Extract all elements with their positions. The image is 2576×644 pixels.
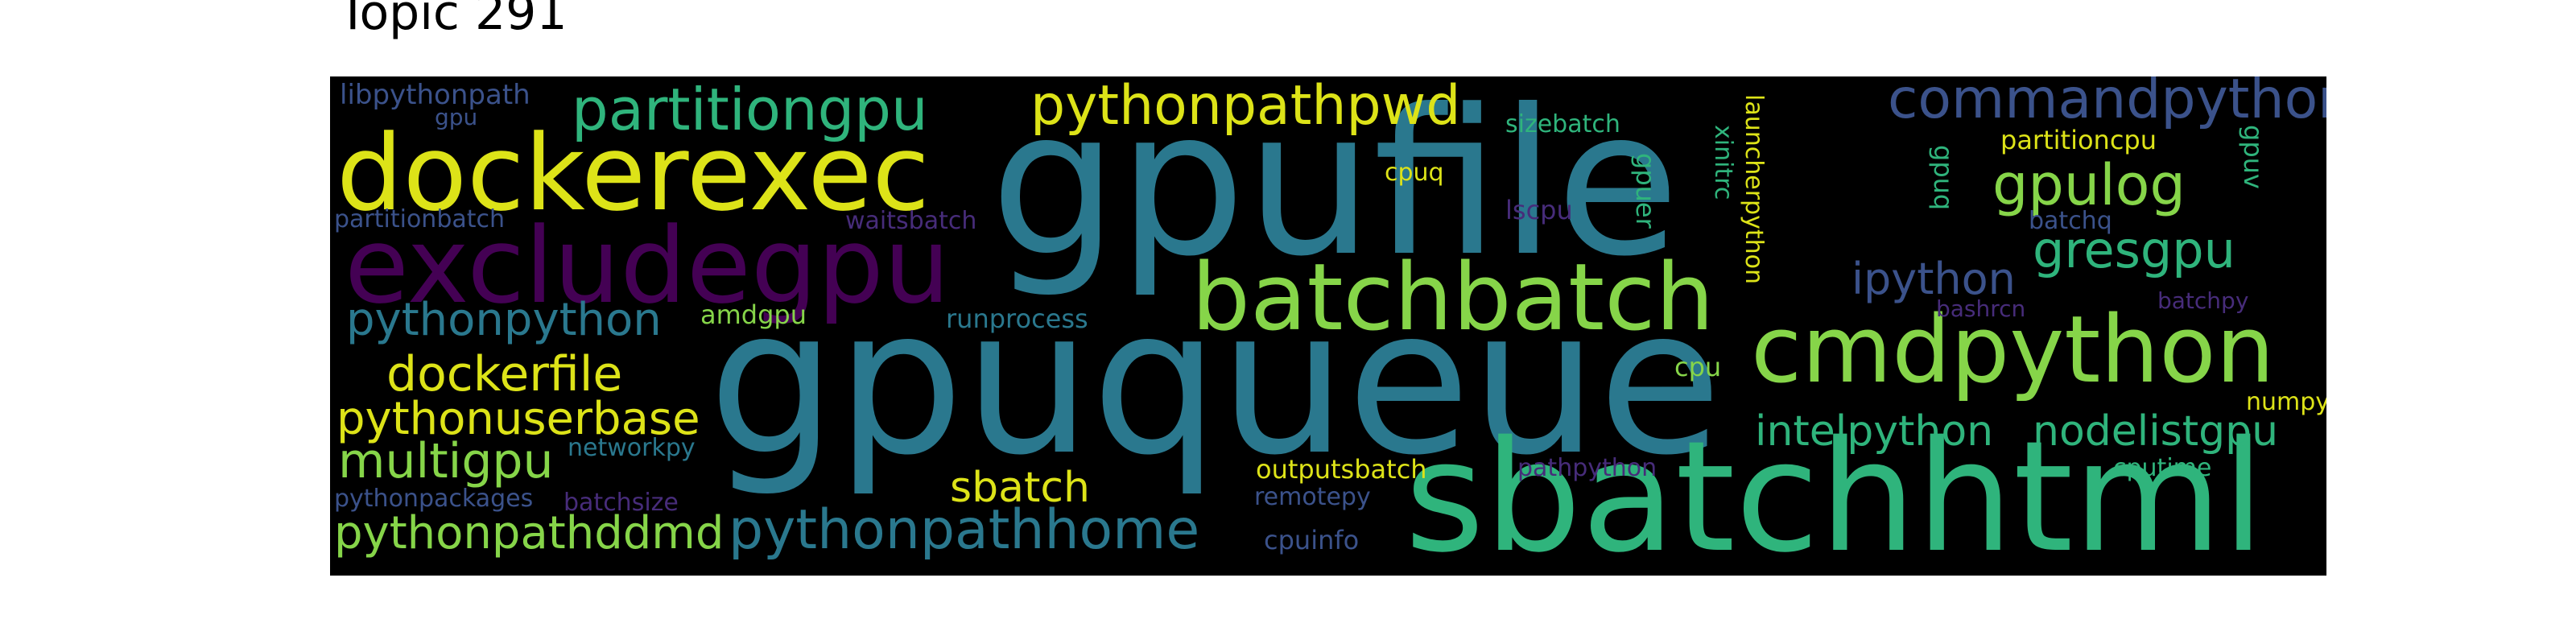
word-commandpython: commandpython (1888, 76, 2326, 131)
word-partitiongpu: partitiongpu (572, 76, 928, 143)
word-outputsbatch: outputsbatch (1256, 454, 1427, 485)
word-batchq: batchq (2029, 207, 2112, 235)
word-cputime: cputime (2113, 454, 2212, 482)
word-pythonuserbase: pythonuserbase (336, 393, 700, 445)
word-xinitrc: xinitrc (1709, 125, 1737, 200)
word-pythonpython: pythonpython (346, 294, 662, 346)
word-cmdpython: cmdpython (1751, 296, 2275, 404)
word-cloud: gpufile gpuqueue sbatchhtml dockerexec e… (330, 76, 2326, 576)
word-waitsbatch: waitsbatch (845, 207, 977, 235)
word-pathpython: pathpython (1517, 454, 1657, 482)
word-partitionbatch: partitionbatch (334, 205, 506, 233)
word-partitioncpu: partitioncpu (2000, 125, 2157, 155)
word-intelpython: intelpython (1755, 407, 1994, 456)
word-cpuq: cpuq (1385, 159, 1444, 187)
word-cpuinfo: cpuinfo (1264, 525, 1360, 555)
word-pythonpathpwd: pythonpathpwd (1030, 76, 1461, 138)
word-runprocess: runprocess (946, 303, 1088, 334)
word-sizebatch: sizebatch (1505, 110, 1620, 138)
word-libpythonpath: libpythonpath (340, 79, 530, 111)
word-cpu: cpu (1674, 352, 1722, 382)
word-gpuqueue: gpuqueue (708, 265, 1723, 499)
word-gpulog: gpulog (1992, 152, 2186, 218)
word-gpuv: gpuv (2238, 125, 2268, 189)
word-multigpu: multigpu (338, 433, 554, 489)
word-nodelistgpu: nodelistgpu (2033, 407, 2279, 456)
page-title: Topic 291 (338, 0, 568, 41)
word-remotepy: remotepy (1254, 483, 1371, 511)
word-dockerfile: dockerfile (386, 346, 623, 402)
word-ipython: ipython (1852, 254, 2016, 304)
word-gresgpu: gresgpu (2033, 221, 2235, 279)
word-amdgpu: amdgpu (700, 299, 807, 330)
word-bashrcn: bashrcn (1936, 295, 2026, 322)
word-pythonpackages: pythonpackages (334, 485, 534, 513)
word-gpu: gpu (435, 104, 478, 130)
word-gpuer: gpuer (1630, 153, 1661, 229)
word-dockerexec: dockerexec (336, 112, 930, 234)
word-excludegpu: excludegpu (345, 204, 951, 327)
word-lscpu: lscpu (1505, 195, 1573, 225)
word-batchsize: batchsize (564, 489, 679, 517)
word-pythonpathddmd: pythonpathddmd (334, 507, 724, 559)
word-pythonpathhome: pythonpathhome (729, 498, 1200, 562)
word-launcherpython: launcherpython (1740, 94, 1768, 284)
word-sbatchhtml: sbatchhtml (1405, 408, 2265, 576)
word-batchpy: batchpy (2157, 287, 2249, 314)
word-gpuq: gpuq (1928, 145, 1959, 211)
word-numpy: numpy (2246, 388, 2326, 416)
word-networkpy: networkpy (568, 434, 696, 462)
word-batchbatch: batchbatch (1191, 244, 1715, 352)
word-gpufile: gpufile (990, 76, 1680, 300)
word-sbatch: sbatch (950, 464, 1090, 512)
